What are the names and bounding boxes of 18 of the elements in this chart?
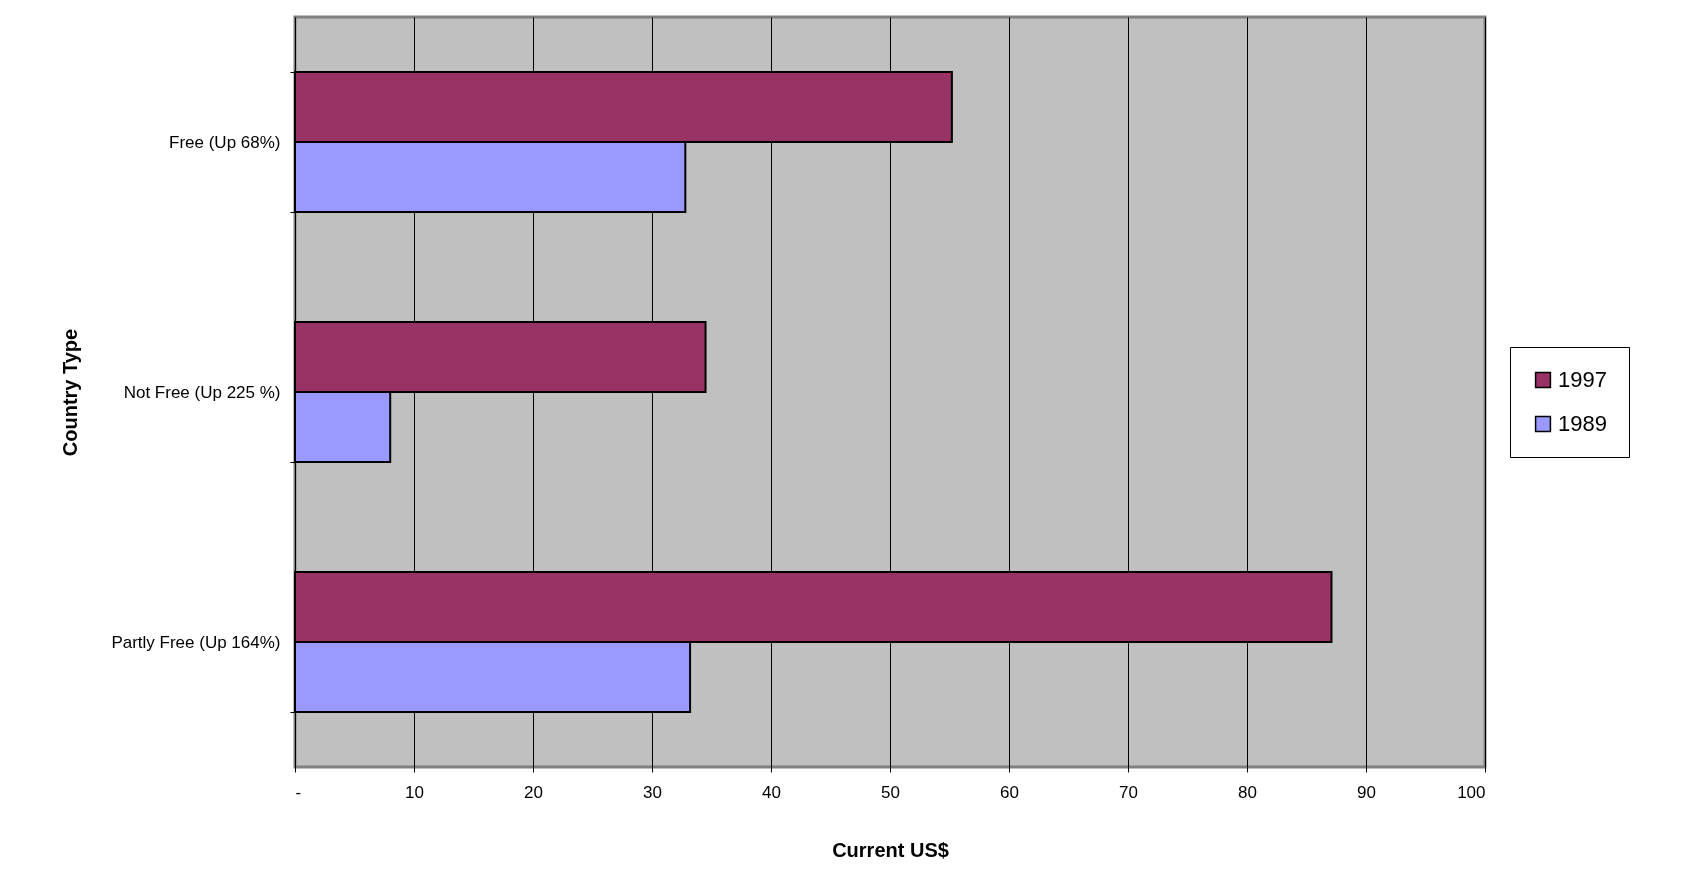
x-tick-label: - <box>295 782 302 802</box>
x-tick-label: 40 <box>762 782 781 802</box>
x-tick-label: 80 <box>1238 782 1257 802</box>
x-tick-label: 10 <box>405 782 424 802</box>
x-axis-title: Current US$ <box>832 838 949 861</box>
x-tick-label: 90 <box>1357 782 1376 802</box>
x-tick-label: 100 <box>1457 782 1486 802</box>
legend-label: 1997 <box>1558 367 1607 392</box>
legend-label: 1989 <box>1558 411 1607 436</box>
x-tick-label: 20 <box>524 782 543 802</box>
y-tick-label: Free (Up 68%) <box>169 132 281 152</box>
y-tick-label: Partly Free (Up 164%) <box>111 632 281 652</box>
x-tick-label: 60 <box>1000 782 1019 802</box>
y-tick-label: Not Free (Up 225 %) <box>123 382 281 402</box>
y-axis-title: Country Type <box>59 328 82 457</box>
x-tick-label: 30 <box>643 782 662 802</box>
x-tick-label: 50 <box>881 782 900 802</box>
x-tick-label: 70 <box>1119 782 1138 802</box>
